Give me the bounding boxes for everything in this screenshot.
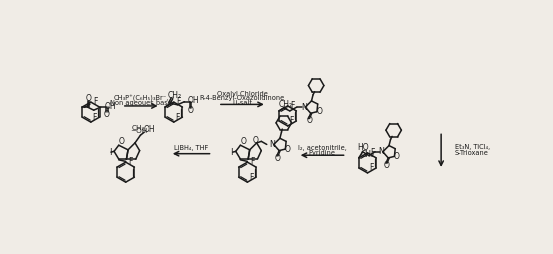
Text: CH₂: CH₂ — [168, 91, 182, 100]
Text: O: O — [285, 145, 291, 154]
Text: CH₂: CH₂ — [360, 150, 374, 159]
Text: O: O — [252, 136, 258, 145]
Text: O: O — [316, 107, 322, 116]
Text: F: F — [176, 113, 180, 122]
Text: O: O — [104, 110, 110, 119]
Text: F: F — [250, 157, 254, 166]
Text: F: F — [369, 163, 374, 172]
Text: O: O — [119, 137, 125, 146]
Text: Oxalyl Chloride: Oxalyl Chloride — [217, 91, 268, 97]
Text: N: N — [378, 147, 384, 156]
Text: CH₃P⁺(C₆H₅)₃Br⁻,: CH₃P⁺(C₆H₅)₃Br⁻, — [113, 95, 169, 102]
Text: CH₂: CH₂ — [132, 124, 145, 131]
Text: O: O — [394, 152, 400, 161]
Text: F: F — [290, 116, 294, 125]
Text: F: F — [128, 157, 133, 166]
Text: Et₃N, TiCl₄,: Et₃N, TiCl₄, — [455, 144, 490, 150]
Text: O: O — [241, 137, 247, 146]
Text: OH: OH — [188, 97, 200, 105]
Text: O: O — [187, 106, 194, 115]
Text: Non aqeoues base: Non aqeoues base — [110, 100, 172, 106]
Text: CH₂: CH₂ — [279, 100, 293, 108]
Text: F: F — [93, 97, 98, 106]
Text: F: F — [370, 148, 374, 157]
Text: I: I — [231, 148, 233, 157]
Text: S-Trioxane: S-Trioxane — [455, 150, 489, 156]
Text: F: F — [290, 101, 295, 110]
Text: F: F — [93, 113, 97, 122]
Text: OH: OH — [104, 102, 116, 111]
Text: N: N — [301, 103, 307, 112]
Text: I: I — [109, 148, 112, 157]
Text: O: O — [306, 116, 312, 125]
Text: HO: HO — [357, 144, 368, 152]
Text: O: O — [275, 154, 280, 163]
Text: F: F — [249, 173, 254, 182]
Text: I₂, acetonitrile,: I₂, acetonitrile, — [298, 145, 347, 151]
Text: Pyridine: Pyridine — [309, 150, 336, 156]
Text: LiBH₄, THF: LiBH₄, THF — [174, 145, 208, 151]
Text: OH: OH — [143, 124, 155, 134]
Text: F: F — [176, 97, 181, 106]
Text: O: O — [384, 161, 390, 170]
Text: N: N — [269, 140, 275, 149]
Text: ~OH: ~OH — [131, 128, 148, 134]
Text: R-4-Benzyl-Oxazolidinone: R-4-Benzyl-Oxazolidinone — [200, 95, 285, 101]
Text: O: O — [85, 94, 91, 103]
Text: Li-salt: Li-salt — [232, 100, 252, 106]
